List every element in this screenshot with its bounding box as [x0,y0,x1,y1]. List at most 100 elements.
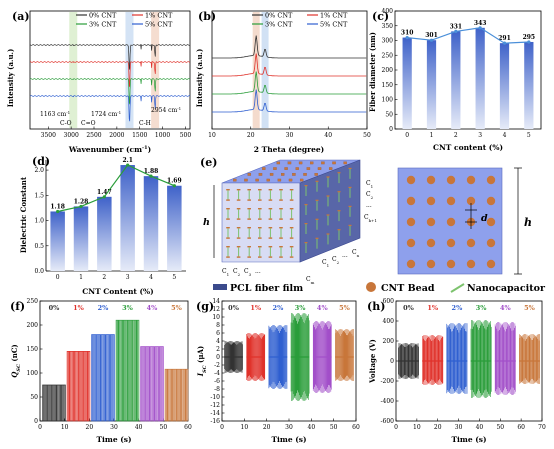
y-tick-label-f: 0 [34,418,38,425]
nanocapacitor-side [349,168,351,179]
bar-c-0 [402,37,412,129]
cnt-bead-grid-dot [406,175,416,185]
nanocapacitor-front [280,190,282,200]
y-tick-label-g: -14 [210,410,220,417]
y-tick-label-g: -16 [210,418,220,425]
cnt-bead-top [273,167,277,170]
nanocapacitor-side [305,186,307,196]
signal-segments-g [224,313,354,401]
cap-plate-side [337,210,341,212]
segment-label-f-3: 3% [122,304,134,312]
data-label-c-3: 343 [474,20,487,27]
nanocapacitor-front [269,209,271,219]
segment-label-f-0: 0% [49,304,61,312]
cap-plate-bottom [236,256,241,258]
cnt-bead-grid-dot [446,217,456,227]
signal-trace-f [42,384,66,422]
x-tick-label-a: 3000 [64,132,79,139]
signal-trace-f [115,319,140,422]
x-axis-label-d: CNT Content (%) [82,287,153,296]
x-tick-label-g: 10 [241,424,249,431]
nanocapacitor-front [259,247,261,257]
cap-plate-top [258,246,262,248]
bar-d-2 [97,196,112,271]
cnt-bead-top [310,161,314,165]
cap-plate-bottom [226,199,230,201]
segment-h-2 [446,323,468,394]
trend-point-d-0 [56,209,60,214]
cnt-bead-top [288,178,293,182]
cap-plate-side [315,199,319,201]
cap-plate-top [236,227,241,229]
cap-right-label-2: ... [366,202,372,209]
y-tick-label-g: -2 [214,362,220,369]
y-tick-label-c: 0 [389,126,393,133]
segment-label-g-4: 4% [317,304,329,312]
cnt-bead-grid-dot [486,217,496,227]
cap-plate-bottom [258,199,262,201]
trend-line-c [407,27,529,44]
cap-plate-top [258,227,262,229]
panel-f-charge: (f) 0 50 100 150 200 250 0 10 20 30 40 50 60 0% 1% 2%… [10,298,192,444]
cnt-bead-top [295,167,299,170]
data-label-d-2: 1.47 [97,189,112,196]
x-tick-label-g: 30 [285,424,293,431]
nanocapacitor-front [259,190,261,200]
cnt-bead-top [276,161,281,165]
data-label-c-4: 291 [498,35,511,42]
data-label-c-1: 301 [425,32,438,39]
cap-side-label-2: ... [342,252,348,259]
panel-label-c: (c) [372,10,389,23]
nanocapacitor-front [280,228,282,238]
bars-d: 1.18 1.28 1.47 2.1 1.88 1.69 [50,157,182,271]
cnt-bead-top [317,167,322,170]
nanocapacitor-front [227,228,229,238]
x-tick-label-f: 20 [86,424,94,431]
nanocapacitor-side [327,196,329,207]
x-tick-label-a: 1500 [132,132,147,139]
cnt-bead-top [255,178,259,182]
signal-trace-f [91,334,115,422]
x-ticks-g: 0 10 20 30 40 50 60 [220,418,360,431]
segment-label-h-0: 0% [403,304,415,312]
x-axis-label-a: Wavenumber (cm-1) [68,145,151,154]
height-label-right: h [524,216,532,229]
x-tick-label-g: 40 [308,424,316,431]
segment-h-3 [470,320,492,398]
y-tick-label-g: 12 [212,306,220,313]
cap-plate-bottom [247,218,251,220]
nanocapacitor-front [291,209,293,219]
x-ticks-c: 0 1 2 3 4 5 [405,132,531,139]
x-tick-label-b: 40 [324,132,332,139]
x-tick-label-h: 70 [538,424,546,431]
nanocapacitor-front [248,247,250,257]
panel-e-schematic: (e) h C1 C2 C3 ... Cm C1 C2 ... Cn C1 C2… [200,156,546,294]
segment-h-1 [422,335,444,385]
cap-plate-top [226,189,230,191]
block-front-face [221,182,301,263]
nanocapacitor-front [238,247,240,257]
cap-plate-side [337,172,341,174]
nanocapacitor-side [327,234,329,245]
y-tick-label-h: 400 [383,318,395,325]
nanocapacitor-front [280,209,282,219]
nanocapacitor-front [227,190,229,200]
series-line-a-0 [29,44,191,70]
panel-label-d: (d) [32,155,50,168]
y-tick-label-g: -12 [210,402,220,409]
segment-g-5 [335,329,354,381]
x-tick-label-h: 20 [434,424,442,431]
y-tick-label-h: 0 [390,358,394,365]
cnt-bead-top [343,161,347,165]
nanocapacitor-front [227,209,229,219]
panel-label-e: (e) [200,156,217,169]
annotation-1724: 1724 cm-1 [91,110,121,119]
segment-label-f-4: 4% [147,304,159,312]
legend-fiber-swatch [213,284,227,290]
panel-h-voltage: (h) -600 -400 -200 0 200 400 600 0 10 20 30 40 50 60… [367,298,546,444]
cap-plate-bottom [289,256,294,258]
x-tick-label-d: 4 [149,274,153,281]
cap-plate-bottom [226,218,230,220]
x-axis-label-c: CNT content (%) [433,143,503,152]
